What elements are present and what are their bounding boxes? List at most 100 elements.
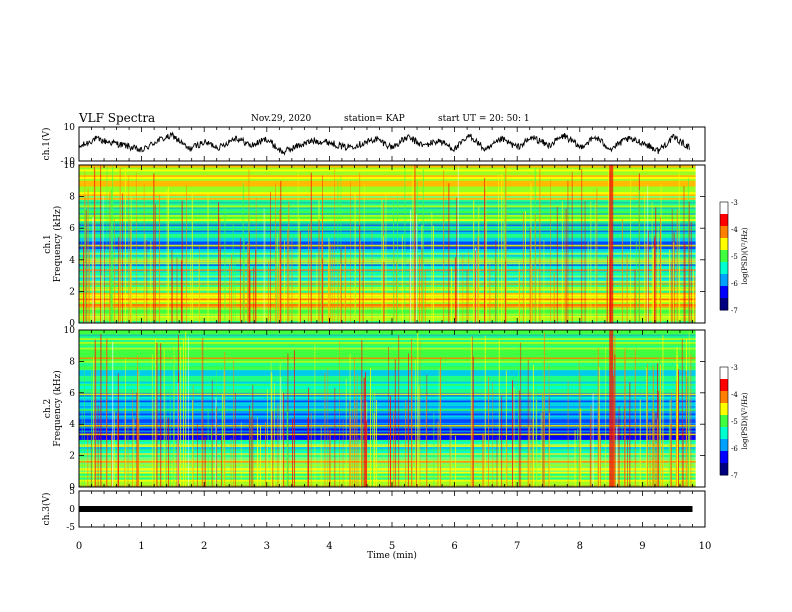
spheric-streak — [584, 200, 586, 323]
spectrogram-texture — [79, 451, 696, 454]
spheric-streak — [250, 416, 252, 487]
spheric-streak — [412, 172, 414, 323]
spheric-streak — [678, 169, 680, 323]
spheric-streak — [101, 275, 103, 323]
spheric-streak — [173, 344, 175, 487]
spheric-streak — [361, 340, 363, 487]
spheric-streak — [621, 219, 623, 323]
spectrogram-texture — [79, 286, 696, 289]
spheric-streak — [454, 257, 456, 323]
spectrogram-texture — [79, 194, 696, 196]
spheric-streak — [218, 201, 220, 323]
spheric-streak — [501, 173, 503, 323]
spheric-streak — [211, 379, 213, 487]
spectrogram-texture — [79, 396, 696, 399]
spheric-streak — [671, 209, 673, 323]
spheric-streak — [234, 258, 236, 323]
spectrogram-texture — [79, 349, 696, 352]
y-axis-label: Frequency (kHz) — [52, 370, 63, 447]
spheric-streak — [565, 270, 567, 323]
spheric-streak — [532, 364, 534, 487]
colorbar-tick-label: -5 — [731, 253, 738, 261]
spheric-streak — [478, 206, 480, 323]
spheric-streak — [409, 261, 411, 323]
y-tick-label: 8 — [69, 193, 75, 203]
spectrogram-texture — [79, 250, 696, 253]
y-axis-label: ch.3(V) — [41, 493, 52, 526]
spheric-streak — [94, 339, 96, 487]
y-tick-label: 4 — [69, 256, 75, 266]
spheric-streak — [450, 427, 452, 487]
spheric-streak — [135, 172, 137, 323]
spectrogram-texture — [79, 243, 696, 246]
colorbar-swatch — [720, 427, 728, 440]
spheric-streak — [385, 192, 387, 323]
spheric-streak — [670, 423, 672, 487]
spheric-streak — [505, 370, 507, 487]
spheric-streak — [320, 426, 322, 487]
spectrogram-texture — [79, 417, 696, 420]
spheric-streak — [308, 224, 310, 323]
spheric-streak — [124, 358, 126, 487]
spheric-streak — [531, 417, 533, 487]
spheric-streak — [404, 165, 406, 323]
spheric-streak — [454, 271, 456, 323]
spheric-streak — [298, 217, 300, 323]
spectrogram-texture — [79, 362, 696, 365]
spheric-streak — [224, 351, 226, 487]
spheric-streak — [483, 433, 485, 487]
spheric-streak — [190, 248, 192, 323]
spheric-streak — [416, 214, 418, 323]
spectrogram-texture — [79, 307, 696, 310]
spheric-streak — [669, 249, 671, 323]
narrowband-line — [79, 384, 696, 386]
spheric-streak — [247, 243, 249, 323]
spheric-streak — [81, 241, 83, 323]
colorbar-swatch — [720, 226, 728, 239]
spheric-streak — [396, 262, 398, 323]
spectrogram-texture — [79, 268, 696, 270]
y-tick-label: 10 — [64, 326, 76, 336]
spheric-streak — [474, 250, 476, 323]
spheric-streak — [657, 391, 659, 487]
spheric-streak — [651, 202, 653, 323]
spectrogram-texture — [79, 182, 696, 185]
spheric-streak — [159, 194, 161, 323]
spheric-streak — [360, 395, 362, 487]
spheric-streak — [694, 275, 696, 323]
spheric-streak — [397, 198, 398, 323]
spheric-streak — [253, 266, 255, 323]
spectrogram-texture — [79, 173, 696, 176]
spheric-streak — [422, 169, 424, 323]
spheric-streak — [590, 201, 592, 323]
spheric-streak — [580, 408, 582, 487]
spheric-streak — [201, 340, 203, 487]
colorbar-swatch — [720, 262, 728, 275]
narrowband-line — [79, 453, 696, 455]
narrowband-line — [79, 304, 696, 307]
spheric-streak — [339, 340, 340, 487]
spheric-streak — [675, 380, 677, 487]
spheric-streak — [143, 184, 145, 323]
spheric-streak — [589, 419, 591, 487]
spheric-streak — [84, 206, 86, 323]
spheric-streak — [204, 437, 206, 487]
spheric-streak — [685, 370, 687, 487]
spectrogram-texture — [79, 283, 696, 286]
spectrogram-texture — [79, 405, 696, 408]
colorbar-swatch — [720, 415, 728, 428]
spheric-streak — [393, 242, 395, 323]
spheric-streak — [498, 339, 500, 487]
spheric-streak — [627, 438, 629, 487]
plot-title: VLF Spectra — [79, 111, 156, 125]
spheric-streak — [614, 354, 616, 487]
spectrogram-texture — [79, 305, 696, 308]
ch1-spectrogram-panel: 0 2 4 6 8 10 ch.1 Frequency (kHz) — [43, 161, 706, 329]
spectrogram-texture — [79, 373, 696, 376]
spectrogram-texture — [79, 439, 696, 442]
spheric-streak — [495, 239, 497, 323]
spheric-streak — [543, 332, 545, 487]
colorbar-label: log(PSD)(V²/Hz) — [741, 227, 749, 284]
spheric-streak — [321, 238, 323, 323]
spheric-streak — [87, 188, 89, 323]
